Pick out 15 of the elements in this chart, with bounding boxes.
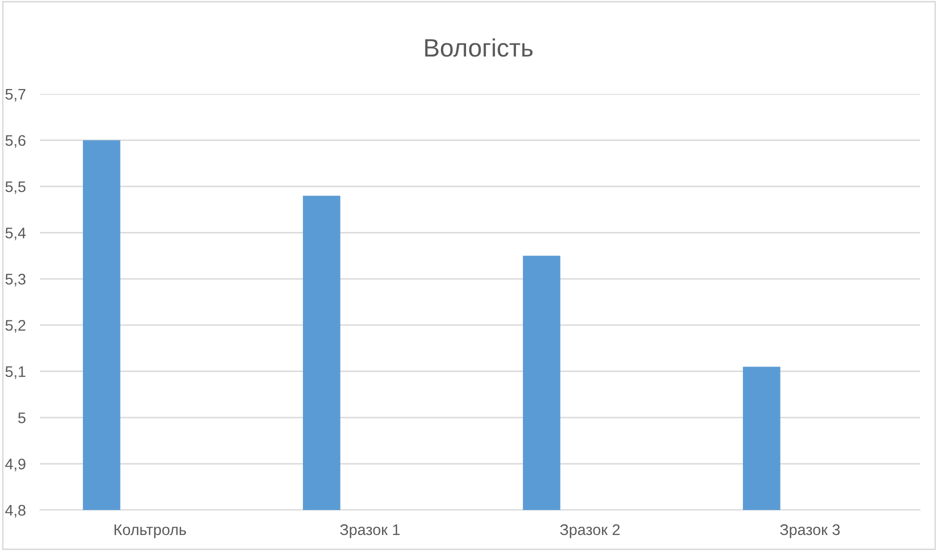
y-tick-label: 4,8	[5, 504, 26, 518]
y-tick-label: 5	[18, 412, 26, 424]
y-tick-label: 5,7	[5, 89, 26, 102]
x-tick-label: Зразок 1	[340, 524, 400, 538]
y-tick-label: 5,5	[5, 181, 26, 194]
y-tick-label: 5,2	[5, 320, 26, 333]
y-tick-label: 5,4	[5, 228, 26, 240]
y-tick-label: 5,1	[5, 366, 26, 379]
y-tick-label: 5,6	[5, 135, 26, 148]
x-tick-label: Зразок 2	[560, 524, 620, 538]
y-tick-label: 5,3	[5, 274, 26, 286]
chart-title: Вологість	[425, 38, 533, 57]
y-tick-label: 4,9	[5, 458, 26, 472]
x-tick-label: Зразок 3	[780, 524, 840, 538]
x-tick-label: Кольтроль	[114, 524, 186, 538]
